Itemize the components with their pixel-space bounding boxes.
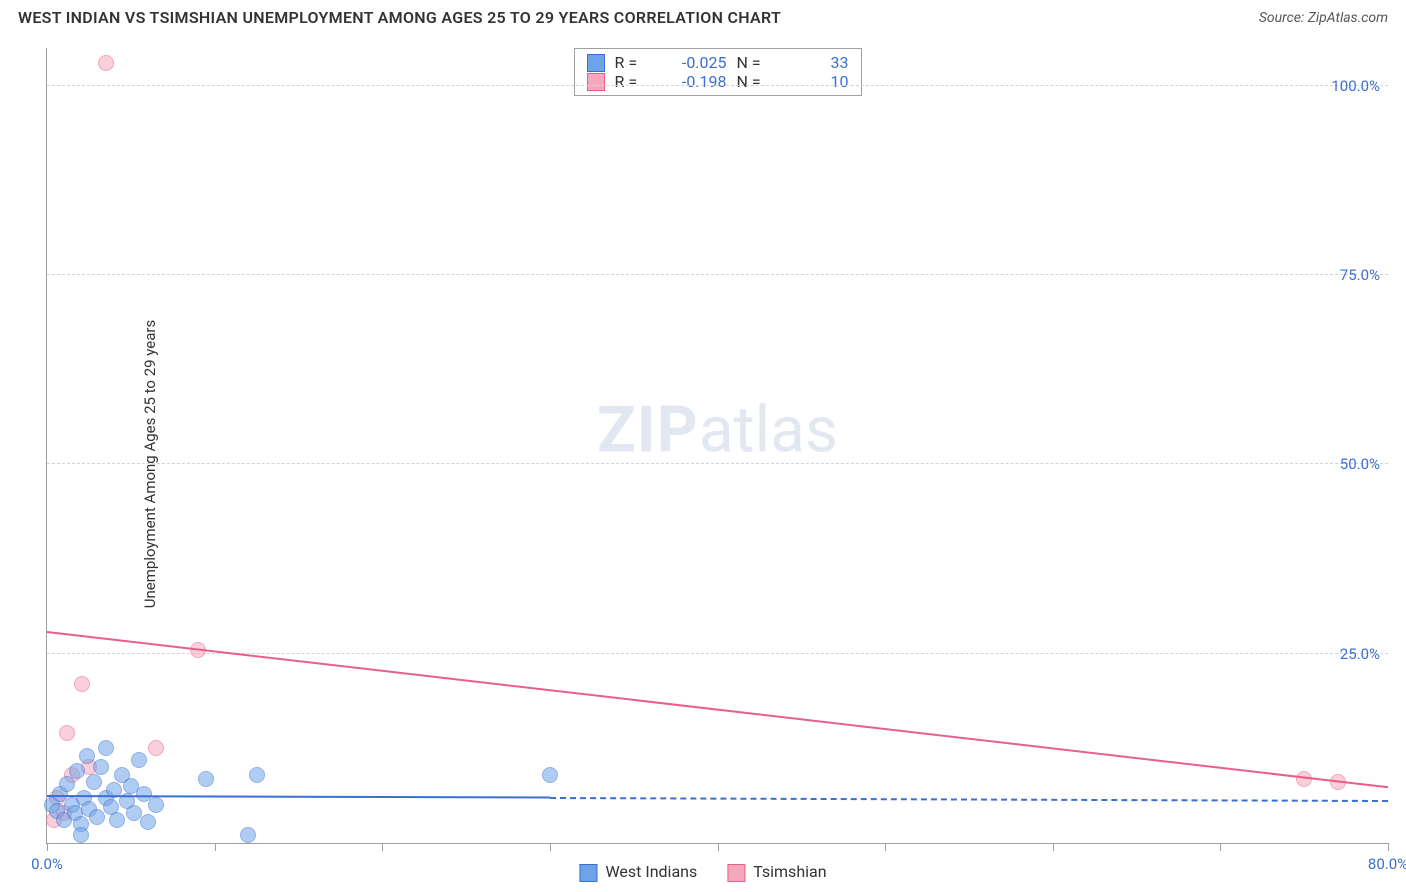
x-tick xyxy=(1220,843,1221,851)
legend-label-west-indians: West Indians xyxy=(605,862,697,881)
data-point-tsimshian xyxy=(74,676,90,692)
r-value-west-indians: -0.025 xyxy=(657,53,727,72)
data-point-west-indians xyxy=(69,763,85,779)
watermark-atlas: atlas xyxy=(699,392,838,467)
data-point-west-indians xyxy=(140,814,156,830)
y-tick-label: 50.0% xyxy=(1328,455,1380,473)
watermark: ZIPatlas xyxy=(597,392,838,467)
y-tick-label: 25.0% xyxy=(1328,645,1380,663)
x-tick xyxy=(1053,843,1054,851)
data-point-tsimshian xyxy=(148,740,164,756)
n-value-tsimshian: 10 xyxy=(779,72,849,91)
n-label: N = xyxy=(737,72,769,91)
legend-item-west-indians: West Indians xyxy=(579,862,697,882)
x-tick xyxy=(1388,843,1389,851)
source-name: ZipAtlas.com xyxy=(1308,10,1388,26)
x-tick xyxy=(550,843,551,851)
data-point-tsimshian xyxy=(59,725,75,741)
data-point-west-indians xyxy=(73,827,89,843)
data-point-west-indians xyxy=(249,767,265,783)
y-tick-label: 75.0% xyxy=(1328,266,1380,284)
data-point-west-indians xyxy=(240,827,256,843)
scatter-plot: ZIPatlas R = -0.025 N = 33 R = -0.198 N … xyxy=(46,48,1388,844)
swatch-tsimshian xyxy=(587,73,605,91)
swatch-west-indians xyxy=(579,864,597,882)
data-point-tsimshian xyxy=(98,55,114,71)
trendline-tsimshian xyxy=(47,631,1388,788)
data-point-west-indians xyxy=(86,774,102,790)
data-point-west-indians xyxy=(198,771,214,787)
data-point-west-indians xyxy=(98,740,114,756)
legend-row-tsimshian: R = -0.198 N = 10 xyxy=(587,72,849,91)
x-tick xyxy=(47,843,48,851)
source-attribution: Source: ZipAtlas.com xyxy=(1259,10,1388,26)
legend-item-tsimshian: Tsimshian xyxy=(727,862,826,882)
source-prefix: Source: xyxy=(1259,10,1308,26)
gridline xyxy=(47,274,1388,275)
data-point-west-indians xyxy=(93,759,109,775)
x-tick xyxy=(215,843,216,851)
x-tick xyxy=(885,843,886,851)
n-value-west-indians: 33 xyxy=(779,53,849,72)
chart-title: WEST INDIAN VS TSIMSHIAN UNEMPLOYMENT AM… xyxy=(18,8,781,27)
trendline-west-indians-ext xyxy=(550,797,1388,802)
watermark-zip: ZIP xyxy=(597,392,699,467)
data-point-west-indians xyxy=(109,812,125,828)
x-tick xyxy=(718,843,719,851)
swatch-west-indians xyxy=(587,54,605,72)
correlation-legend: R = -0.025 N = 33 R = -0.198 N = 10 xyxy=(574,48,862,96)
gridline xyxy=(47,85,1388,86)
data-point-west-indians xyxy=(542,767,558,783)
r-label: R = xyxy=(615,72,647,91)
chart-header: WEST INDIAN VS TSIMSHIAN UNEMPLOYMENT AM… xyxy=(0,0,1406,33)
legend-label-tsimshian: Tsimshian xyxy=(753,862,826,881)
n-label: N = xyxy=(737,53,769,72)
data-point-west-indians xyxy=(131,752,147,768)
data-point-west-indians xyxy=(59,776,75,792)
data-point-west-indians xyxy=(89,809,105,825)
series-legend: West Indians Tsimshian xyxy=(579,862,826,882)
r-label: R = xyxy=(615,53,647,72)
swatch-tsimshian xyxy=(727,864,745,882)
data-point-west-indians xyxy=(148,797,164,813)
x-tick xyxy=(382,843,383,851)
r-value-tsimshian: -0.198 xyxy=(657,72,727,91)
y-tick-label: 100.0% xyxy=(1319,77,1380,95)
legend-row-west-indians: R = -0.025 N = 33 xyxy=(587,53,849,72)
data-point-west-indians xyxy=(79,748,95,764)
x-tick-label: 80.0% xyxy=(1368,855,1406,873)
chart-area: Unemployment Among Ages 25 to 29 years Z… xyxy=(0,36,1406,892)
gridline xyxy=(47,463,1388,464)
x-tick-label: 0.0% xyxy=(31,855,63,873)
